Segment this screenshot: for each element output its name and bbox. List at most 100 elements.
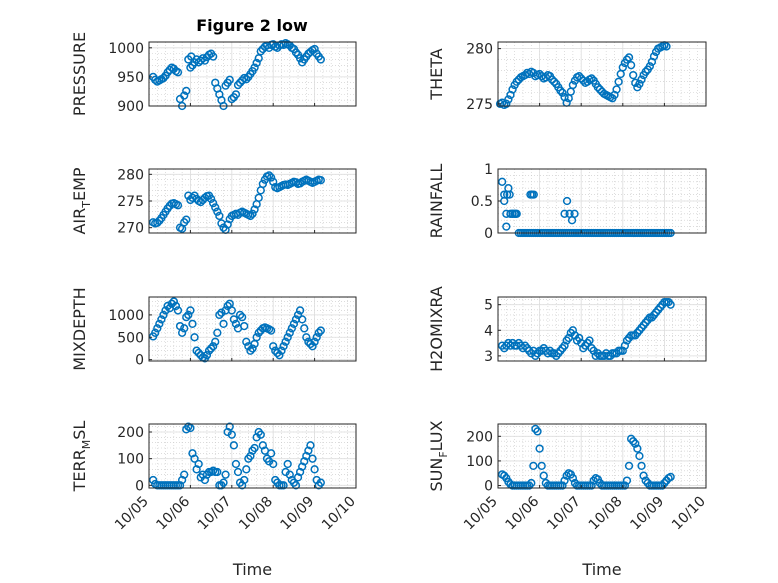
y-tick-label: 280: [117, 167, 144, 183]
data-point: [182, 312, 191, 322]
data-point: [637, 75, 646, 84]
y-axis-label: MIXDEPTH: [70, 287, 89, 370]
data-point: [539, 471, 548, 480]
y-axis-label: PRESSURE: [70, 32, 89, 116]
data-point: [229, 315, 239, 324]
data-point: [310, 44, 319, 54]
y-tick-label: 270: [117, 221, 144, 237]
data-point: [547, 75, 557, 84]
data-point: [209, 52, 218, 61]
data-point: [206, 344, 216, 353]
data-point: [155, 319, 164, 329]
subplot-5: 0 500 1000 MIXDEPTH: [70, 287, 357, 371]
data-point: [560, 209, 569, 218]
data-point: [213, 467, 222, 477]
data-point: [316, 55, 325, 64]
data-point: [504, 95, 513, 104]
data-point: [190, 454, 199, 463]
subplot-4: 0 0.5 1 RAINFALL: [427, 162, 707, 242]
y-tick-label: 500: [117, 330, 144, 346]
data-point: [256, 430, 265, 439]
data-point: [662, 42, 671, 51]
data-point: [300, 324, 309, 333]
data-point: [153, 218, 162, 228]
data-point: [215, 310, 224, 320]
data-point: [645, 62, 654, 71]
data-point: [233, 467, 243, 477]
data-point: [537, 461, 546, 470]
data-point: [279, 342, 288, 351]
data-point: [182, 215, 191, 224]
data-point: [622, 55, 632, 64]
x-axis-label: Time: [581, 560, 621, 579]
data-point: [593, 83, 602, 92]
data-point: [266, 326, 276, 335]
data-point: [570, 331, 580, 340]
data-point: [192, 346, 201, 355]
data-point: [666, 472, 675, 482]
data-point: [556, 86, 565, 95]
y-tick-label: 0: [484, 226, 493, 242]
axes-box: [148, 296, 357, 362]
data-point: [637, 461, 646, 470]
y-tick-label: 1000: [108, 41, 144, 57]
data-point: [298, 315, 307, 324]
x-tick-label: 10/08: [236, 494, 276, 534]
data-point: [666, 300, 675, 309]
data-point: [560, 341, 569, 350]
data-point: [198, 54, 207, 63]
y-tick-label: 200: [117, 425, 144, 441]
data-point: [291, 481, 301, 490]
y-tick-label: 275: [466, 97, 493, 113]
data-point: [221, 470, 230, 479]
data-point: [498, 177, 507, 186]
data-point: [574, 72, 584, 81]
data-point: [550, 77, 559, 86]
data-point: [238, 76, 247, 85]
data-point: [289, 319, 299, 329]
y-tick-label: 5: [484, 298, 493, 314]
x-tick-label: 10/07: [544, 494, 584, 534]
x-axis-label: Time: [232, 560, 272, 579]
data-point: [308, 342, 317, 351]
y-tick-label: 1: [484, 162, 493, 178]
data-point: [219, 478, 228, 487]
plot-area: [498, 424, 706, 488]
subplot-3: 270 275 280 AIRTEMP: [70, 167, 357, 237]
data-point: [240, 321, 249, 331]
data-point: [503, 190, 512, 199]
data-point: [211, 337, 220, 346]
data-point: [574, 333, 584, 343]
data-point: [248, 344, 257, 353]
data-point: [624, 461, 634, 470]
data-point: [529, 461, 538, 470]
y-tick-label: 0: [484, 479, 493, 495]
data-point: [291, 48, 301, 57]
data-point: [283, 333, 292, 342]
data-point: [246, 346, 255, 355]
subplot-8: 10/05 10/06 10/07 10/08 10/09 10/10 0 100 200 SUN…: [427, 420, 709, 579]
data-point: [194, 459, 203, 469]
axes-box: [148, 41, 357, 107]
data-point: [242, 465, 251, 474]
data-point: [279, 481, 288, 490]
data-point: [533, 427, 542, 436]
data-point: [568, 326, 578, 335]
data-point: [620, 341, 630, 350]
data-point: [622, 476, 632, 485]
data-point: [635, 451, 644, 461]
data-point: [151, 328, 160, 337]
data-point: [558, 481, 567, 490]
data-point: [182, 86, 191, 96]
data-point: [188, 193, 197, 202]
data-point: [316, 478, 325, 487]
data-point: [223, 301, 232, 311]
data-point: [502, 222, 511, 231]
data-point: [248, 209, 257, 218]
subplot-2: 275 280 THETA: [427, 41, 707, 113]
data-point: [242, 337, 251, 346]
data-point: [186, 423, 195, 433]
x-tick-label: 10/10: [319, 494, 359, 534]
y-tick-label: 280: [466, 42, 493, 58]
